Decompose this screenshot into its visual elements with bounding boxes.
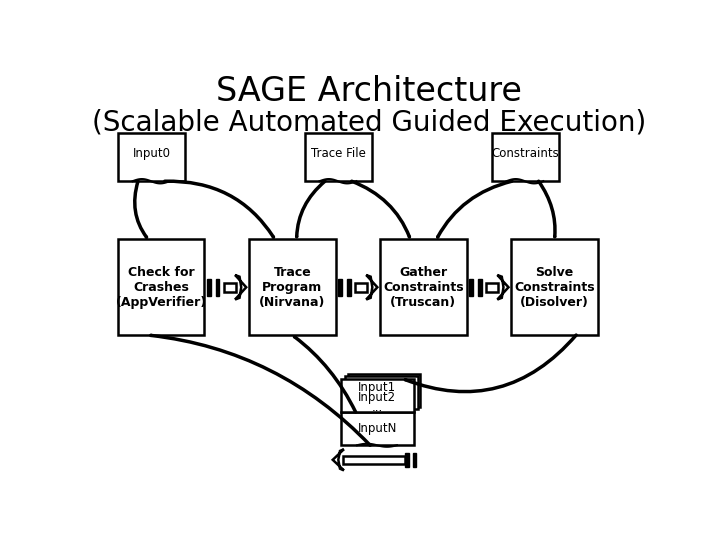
Bar [118, 239, 204, 335]
Polygon shape [498, 275, 508, 300]
Text: ...: ... [372, 401, 383, 414]
Text: (Scalable Automated Guided Execution): (Scalable Automated Guided Execution) [92, 109, 646, 137]
Bar [492, 133, 559, 181]
Bar [341, 379, 414, 412]
Polygon shape [333, 449, 344, 470]
Bar [207, 279, 211, 296]
Bar [405, 453, 409, 467]
Bar [478, 279, 482, 296]
FancyArrowPatch shape [294, 337, 356, 412]
Text: Input0: Input0 [132, 147, 171, 160]
Bar [469, 279, 473, 296]
FancyArrowPatch shape [165, 181, 274, 237]
Bar [347, 279, 351, 296]
Polygon shape [366, 275, 377, 300]
Bar [413, 453, 416, 467]
Bar [348, 374, 420, 407]
Bar [224, 283, 236, 292]
FancyArrowPatch shape [151, 335, 370, 445]
Bar [338, 279, 342, 296]
Text: Gather
Constraints
(Truscan): Gather Constraints (Truscan) [383, 266, 464, 309]
Text: Input2: Input2 [359, 390, 397, 403]
Text: SAGE Architecture: SAGE Architecture [216, 75, 522, 108]
Bar [343, 456, 405, 464]
Text: Trace File: Trace File [311, 147, 366, 160]
FancyArrowPatch shape [351, 181, 410, 237]
FancyArrowPatch shape [405, 335, 576, 392]
Text: Solve
Constraints
(Disolver): Solve Constraints (Disolver) [514, 266, 595, 309]
FancyArrowPatch shape [539, 181, 555, 237]
Text: Check for
Crashes
(AppVerifier): Check for Crashes (AppVerifier) [116, 266, 207, 309]
Bar [355, 283, 367, 292]
Bar [341, 412, 414, 445]
Polygon shape [235, 275, 246, 300]
Bar [305, 133, 372, 181]
Bar [249, 239, 336, 335]
FancyArrowPatch shape [135, 181, 146, 237]
Text: Constraints: Constraints [491, 147, 559, 160]
FancyArrowPatch shape [438, 181, 512, 237]
Bar [215, 279, 220, 296]
Text: Input1: Input1 [359, 381, 397, 394]
Bar [380, 239, 467, 335]
Text: Trace
Program
(Nirvana): Trace Program (Nirvana) [259, 266, 325, 309]
FancyArrowPatch shape [297, 181, 325, 237]
Bar [118, 133, 185, 181]
Text: InputN: InputN [358, 422, 397, 435]
Bar [345, 376, 418, 409]
Bar [511, 239, 598, 335]
Bar [486, 283, 498, 292]
